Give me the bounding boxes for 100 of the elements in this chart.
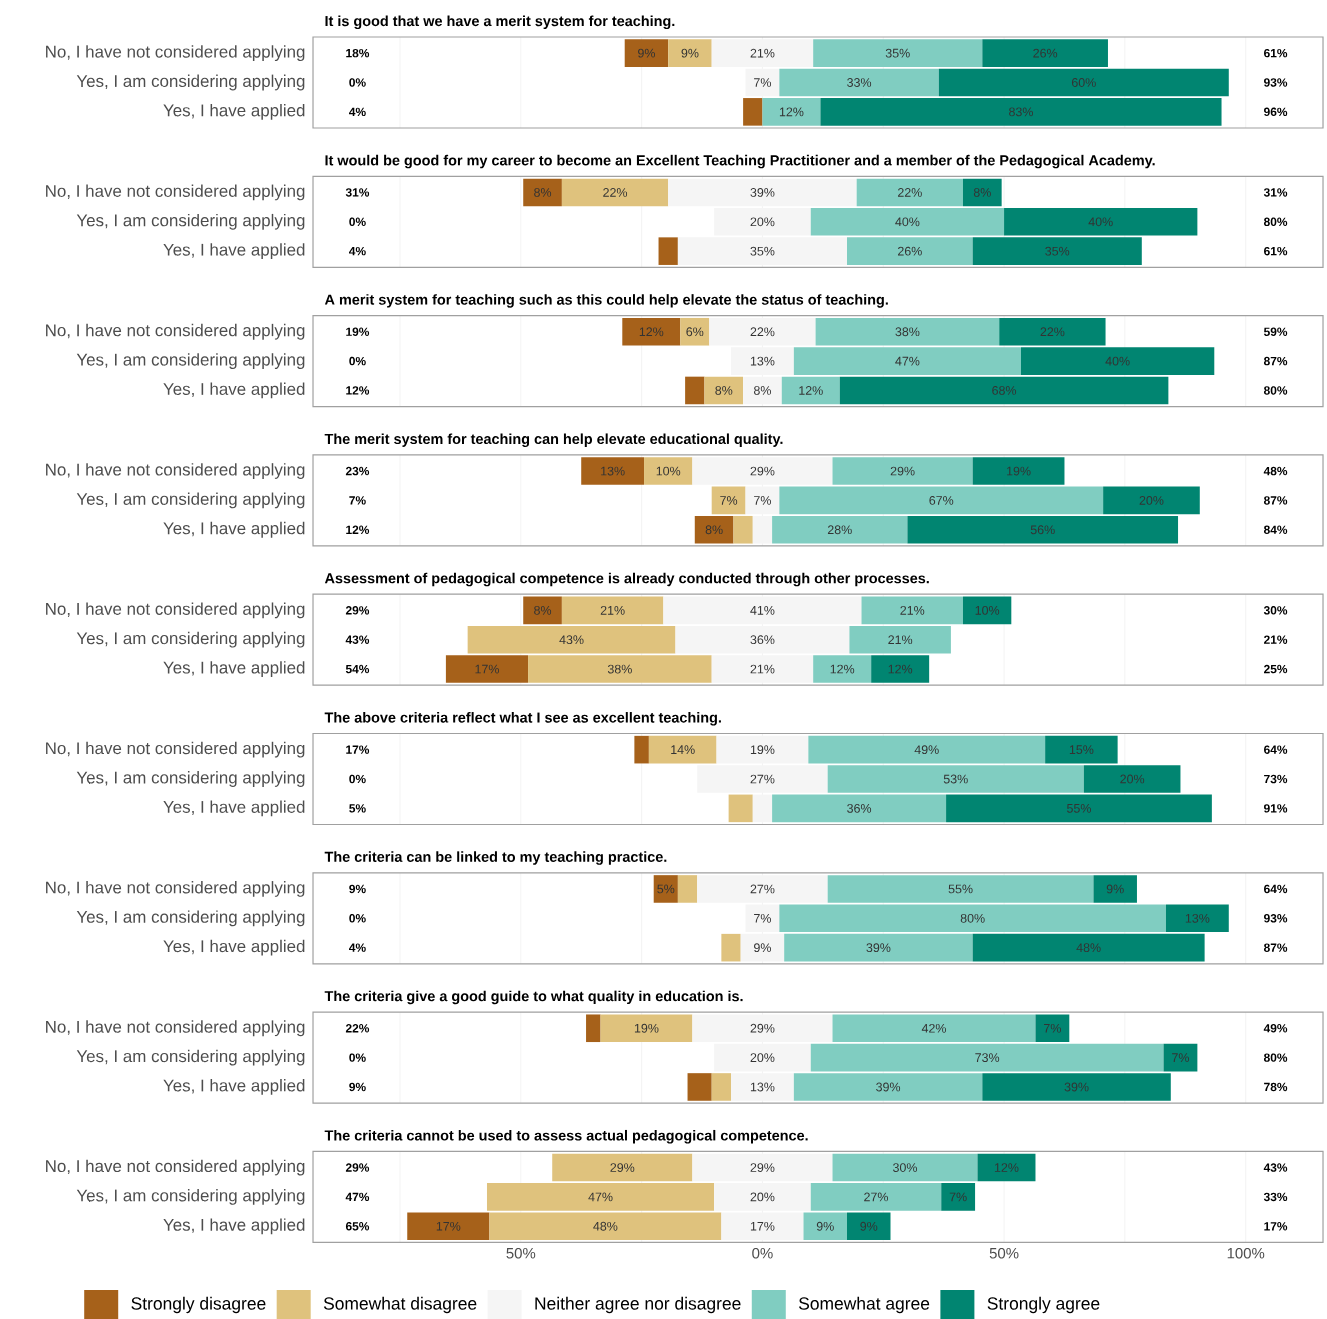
data-label: 33% bbox=[847, 78, 872, 87]
data-label: 7% bbox=[754, 913, 771, 923]
x-tick-label: 0% bbox=[752, 1247, 773, 1259]
chart-title: The criteria cannot be used to assess actual pedagogical competence. bbox=[324, 1129, 808, 1144]
y-tick-label: No, I have not considered applying bbox=[46, 184, 305, 201]
bar bbox=[561, 596, 664, 625]
y-tick-label: No, I have not considered applying bbox=[46, 1020, 305, 1037]
annotation: 73% bbox=[1264, 774, 1288, 784]
y-tick-label: Yes, I am considering applying bbox=[76, 213, 305, 230]
data-label: 19% bbox=[750, 745, 775, 755]
data-label: 8% bbox=[534, 605, 552, 615]
data-label: 39% bbox=[750, 188, 775, 197]
bar bbox=[677, 875, 698, 903]
annotation: 64% bbox=[1264, 745, 1288, 754]
data-label: 73% bbox=[975, 1053, 1000, 1063]
data-label: 27% bbox=[750, 774, 775, 784]
annotation: 0% bbox=[349, 1053, 366, 1062]
bar bbox=[847, 1212, 891, 1241]
annotation: 18% bbox=[346, 48, 370, 58]
data-label: 27% bbox=[750, 884, 775, 894]
data-label: 12% bbox=[994, 1163, 1019, 1172]
annotation: 0% bbox=[349, 774, 366, 784]
y-tick-label: Yes, I have applied bbox=[163, 939, 305, 956]
annotation: 80% bbox=[1263, 386, 1288, 395]
data-label: 12% bbox=[779, 107, 804, 117]
data-label: 29% bbox=[890, 466, 915, 476]
y-tick-label: Yes, I am considering applying bbox=[76, 1049, 305, 1066]
data-label: 9% bbox=[638, 48, 656, 58]
data-label: 7% bbox=[720, 496, 738, 505]
bar bbox=[658, 237, 678, 265]
y-tick-label: Yes, I have applied bbox=[163, 382, 305, 399]
data-label: 12% bbox=[639, 327, 664, 337]
data-label: 38% bbox=[895, 327, 920, 337]
bar bbox=[586, 1014, 601, 1043]
y-tick-label: Yes, I have applied bbox=[163, 661, 305, 677]
data-label: 15% bbox=[1069, 745, 1094, 755]
legend-label: Strongly disagree bbox=[131, 1296, 266, 1314]
annotation: 96% bbox=[1264, 107, 1288, 117]
chart-title: The criteria can be linked to my teaching practice. bbox=[324, 851, 667, 865]
bar bbox=[832, 1153, 978, 1182]
bar bbox=[680, 317, 710, 346]
bar bbox=[704, 376, 744, 405]
y-tick-label: Yes, I have applied bbox=[163, 243, 305, 260]
data-label: 30% bbox=[893, 1163, 918, 1172]
y-tick-label: Yes, I have applied bbox=[163, 800, 305, 817]
bar bbox=[1163, 1043, 1198, 1072]
data-label: 42% bbox=[921, 1023, 947, 1033]
annotation: 84% bbox=[1263, 525, 1288, 534]
bar bbox=[962, 596, 1012, 625]
annotation: 29% bbox=[345, 1163, 370, 1172]
data-label: 26% bbox=[897, 246, 922, 256]
bar bbox=[697, 875, 828, 903]
data-label: 35% bbox=[885, 48, 910, 58]
data-label: 35% bbox=[1045, 246, 1070, 256]
bar bbox=[762, 98, 821, 126]
x-tick-label: 50% bbox=[989, 1247, 1019, 1259]
y-tick-label: Yes, I have applied bbox=[163, 103, 305, 120]
y-tick-label: Yes, I am considering applying bbox=[76, 353, 305, 369]
legend-label: Somewhat disagree bbox=[323, 1296, 477, 1314]
data-label: 21% bbox=[888, 635, 913, 645]
data-label: 13% bbox=[750, 356, 775, 366]
bar bbox=[946, 794, 1212, 823]
bar bbox=[827, 875, 1094, 903]
y-tick-label: No, I have not considered applying bbox=[46, 45, 305, 62]
annotation: 23% bbox=[345, 466, 370, 476]
bar bbox=[653, 875, 678, 903]
y-tick-label: No, I have not considered applying bbox=[46, 881, 305, 897]
bar bbox=[624, 39, 669, 67]
bar bbox=[692, 457, 833, 485]
data-label: 21% bbox=[900, 605, 925, 615]
annotation: 22% bbox=[345, 1024, 370, 1033]
bar bbox=[871, 655, 930, 683]
data-label: 21% bbox=[600, 605, 625, 615]
data-label: 29% bbox=[750, 1023, 775, 1033]
y-tick-label: Yes, I have applied bbox=[163, 521, 305, 538]
annotation: 54% bbox=[345, 664, 370, 674]
annotation: 49% bbox=[1263, 1024, 1288, 1033]
data-label: 5% bbox=[657, 884, 675, 894]
bar bbox=[644, 457, 693, 485]
y-tick-label: Yes, I have applied bbox=[163, 1079, 305, 1095]
data-label: 9% bbox=[681, 48, 699, 58]
data-label: 7% bbox=[1172, 1053, 1189, 1062]
y-tick-label: No, I have not considered applying bbox=[46, 463, 305, 479]
annotation: 87% bbox=[1263, 356, 1288, 366]
x-tick-label: 50% bbox=[506, 1247, 536, 1259]
bar bbox=[407, 1212, 490, 1241]
bar bbox=[711, 1073, 732, 1101]
annotation: 0% bbox=[349, 217, 366, 227]
bar bbox=[784, 933, 973, 962]
data-label: 83% bbox=[1009, 107, 1033, 117]
annotation: 48% bbox=[1263, 466, 1288, 476]
annotation: 12% bbox=[346, 525, 370, 534]
annotation: 64% bbox=[1264, 884, 1288, 894]
data-label: 55% bbox=[948, 884, 973, 894]
y-tick-label: No, I have not considered applying bbox=[46, 323, 305, 340]
y-tick-label: Yes, I am considering applying bbox=[76, 631, 305, 648]
data-label: 56% bbox=[1030, 525, 1055, 535]
data-label: 17% bbox=[475, 664, 499, 674]
bar bbox=[581, 457, 645, 485]
bar bbox=[523, 596, 562, 625]
